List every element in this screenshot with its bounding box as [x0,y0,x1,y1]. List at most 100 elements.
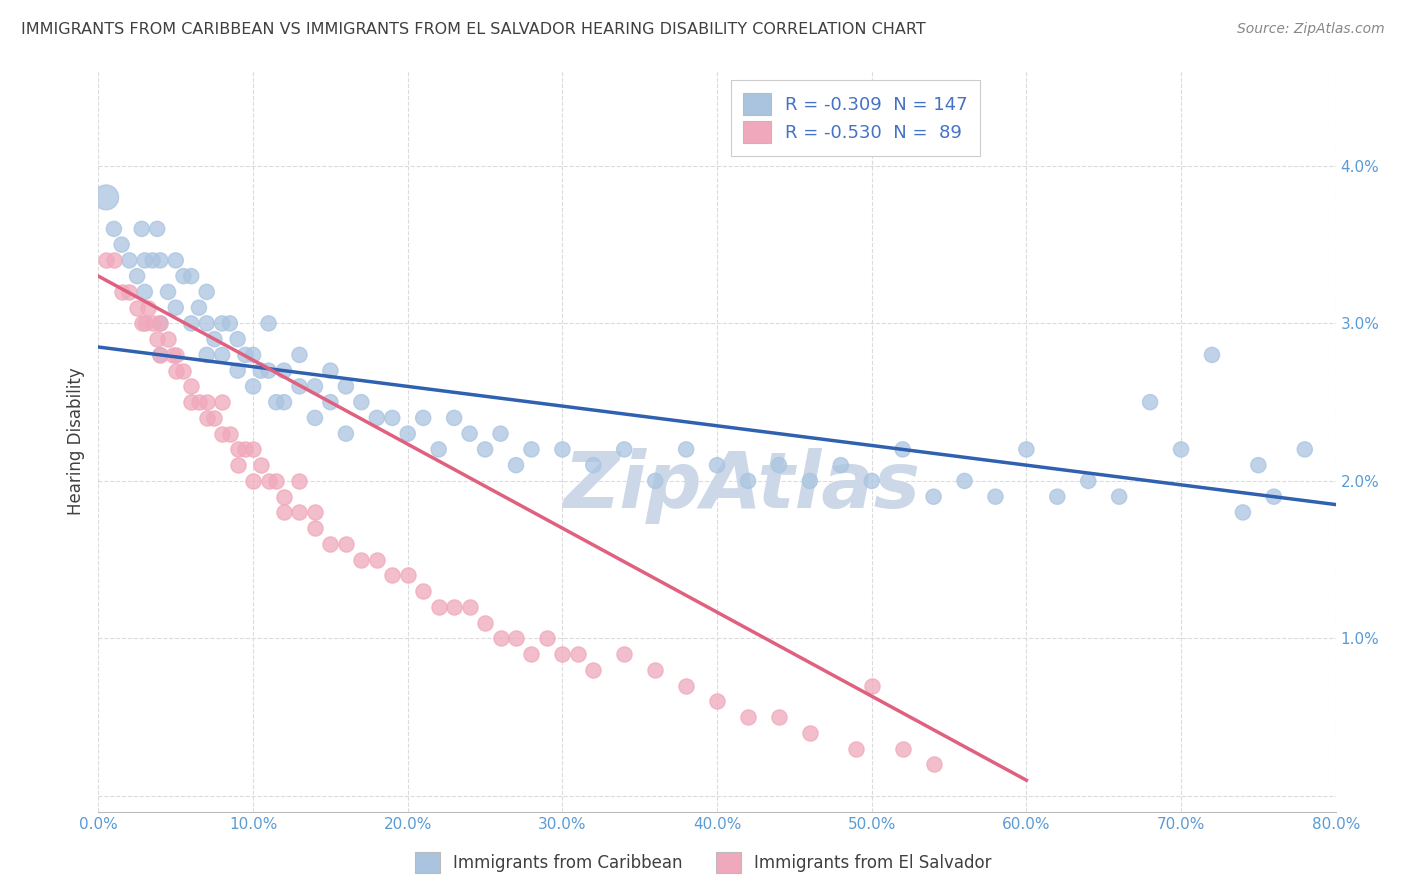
Point [830,458,852,472]
Point [396,426,419,441]
Point [242,348,264,362]
Point [505,458,527,472]
Point [536,632,558,646]
Point [141,253,165,268]
Point [273,395,295,409]
Point [211,348,233,362]
Point [146,332,169,346]
Point [567,647,589,661]
Point [505,632,527,646]
Point [242,474,264,488]
Point [319,364,342,378]
Point [474,442,496,457]
Point [1294,442,1316,457]
Point [1108,490,1130,504]
Point [226,442,249,457]
Point [219,317,242,331]
Point [737,710,759,724]
Point [149,348,172,362]
Point [1232,505,1254,519]
Point [768,710,790,724]
Point [141,317,165,331]
Point [149,317,172,331]
Point [195,285,218,299]
Point [984,490,1007,504]
Point [706,694,728,708]
Point [134,253,156,268]
Y-axis label: Hearing Disability: Hearing Disability [66,368,84,516]
Point [520,442,543,457]
Point [118,253,141,268]
Point [204,411,226,425]
Point [381,411,404,425]
Point [103,253,125,268]
Point [304,411,326,425]
Point [644,663,666,677]
Point [582,458,605,472]
Point [149,253,172,268]
Point [195,348,218,362]
Point [474,615,496,630]
Point [582,663,605,677]
Text: ZipAtlas: ZipAtlas [564,448,921,524]
Point [1139,395,1161,409]
Point [96,190,118,204]
Point [242,379,264,393]
Point [860,679,883,693]
Point [613,442,636,457]
Point [304,379,326,393]
Point [335,426,357,441]
Point [165,348,187,362]
Point [304,505,326,519]
Text: IMMIGRANTS FROM CARIBBEAN VS IMMIGRANTS FROM EL SALVADOR HEARING DISABILITY CORR: IMMIGRANTS FROM CARIBBEAN VS IMMIGRANTS … [21,22,925,37]
Point [427,442,450,457]
Point [273,505,295,519]
Point [1247,458,1270,472]
Point [520,647,543,661]
Point [226,332,249,346]
Point [922,490,945,504]
Point [288,348,311,362]
Point [165,301,187,315]
Point [195,395,218,409]
Point [226,364,249,378]
Point [799,474,821,488]
Point [157,285,180,299]
Point [149,348,172,362]
Point [172,364,194,378]
Point [180,317,202,331]
Point [350,395,373,409]
Point [165,364,187,378]
Point [768,458,790,472]
Point [427,599,450,614]
Point [1170,442,1192,457]
Point [195,411,218,425]
Point [922,757,945,772]
Point [891,442,914,457]
Point [127,269,149,284]
Point [162,348,184,362]
Point [489,426,512,441]
Point [443,599,465,614]
Point [613,647,636,661]
Point [489,632,512,646]
Point [953,474,976,488]
Point [319,395,342,409]
Point [1015,442,1038,457]
Point [551,647,574,661]
Point [288,505,311,519]
Point [443,411,465,425]
Point [412,584,434,599]
Point [551,442,574,457]
Point [111,285,132,299]
Point [335,379,357,393]
Point [219,426,242,441]
Point [273,364,295,378]
Point [96,253,118,268]
Point [257,474,280,488]
Point [165,253,187,268]
Point [211,426,233,441]
Point [381,568,404,582]
Point [242,442,264,457]
Point [211,317,233,331]
